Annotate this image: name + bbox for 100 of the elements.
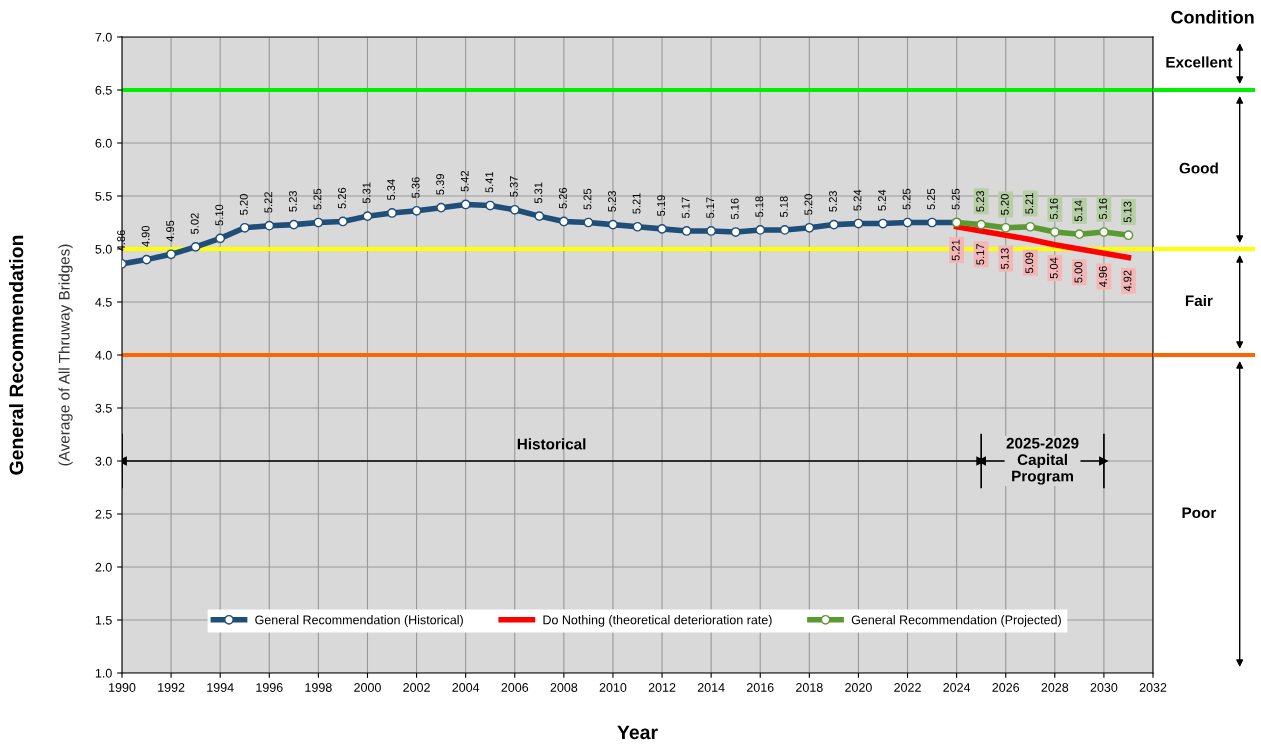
data-label: 5.18	[779, 196, 788, 217]
data-label: 5.25	[951, 188, 960, 210]
point	[1074, 229, 1085, 240]
point	[632, 221, 643, 232]
legend-label: Do Nothing (theoretical deterioration rate)	[543, 615, 772, 627]
data-label: 5.20	[239, 194, 248, 215]
text: Good	[1179, 162, 1218, 174]
data-label: 5.16	[1099, 198, 1107, 220]
x-tick-label: 2010	[599, 683, 627, 692]
data-label: 5.04	[1049, 257, 1058, 279]
x-tick-label: 2026	[992, 683, 1020, 692]
data-label: 5.19	[657, 195, 666, 216]
point	[976, 219, 987, 230]
x-tick-label: 2014	[697, 683, 725, 692]
x-tick-label: 1994	[207, 683, 234, 692]
point	[804, 222, 815, 233]
data-label: 5.26	[338, 187, 346, 209]
legend-label: General Recommendation (Projected)	[851, 615, 1061, 627]
data-label: 5.10	[215, 204, 224, 226]
x-tick-label: 2030	[1090, 683, 1118, 692]
x-tick-label: 2008	[550, 683, 578, 692]
data-label: 4.86	[117, 230, 125, 252]
data-label: 5.26	[558, 187, 567, 209]
data-label: 5.13	[1000, 248, 1009, 269]
x-tick-label: 2012	[648, 683, 676, 692]
data-label: 5.20	[804, 194, 813, 215]
annotation: 2025-2029 Capital Program	[1006, 437, 1079, 485]
data-label: 5.25	[927, 188, 936, 210]
point	[1025, 221, 1036, 232]
text: (Average of All Thruway Bridges)	[58, 244, 73, 466]
data-label: 5.16	[1049, 198, 1058, 220]
point	[1123, 230, 1134, 241]
x-tick-label: 2020	[845, 683, 872, 692]
data-label: 5.17	[681, 197, 690, 219]
y-tick-label: 6.5	[95, 85, 112, 95]
text: Condition	[1171, 10, 1254, 24]
y-tick-label: 6.0	[95, 138, 112, 148]
point	[779, 225, 790, 235]
data-label: 5.21	[1025, 193, 1034, 214]
point	[927, 217, 937, 228]
data-label: 5.16	[730, 198, 739, 220]
data-label: 5.25	[313, 188, 322, 210]
y-tick-label: 5.0	[95, 244, 112, 254]
data-label: 5.31	[362, 182, 371, 204]
data-label: 5.21	[951, 239, 960, 261]
data-label: 5.17	[706, 197, 715, 219]
data-label: 5.23	[288, 190, 297, 212]
data-label: 5.09	[1025, 252, 1034, 274]
x-tick-label: 2022	[894, 683, 921, 692]
data-label: 5.25	[583, 188, 592, 210]
data-label: 5.25	[902, 188, 911, 210]
data-label: 5.23	[829, 190, 837, 212]
data-label: 5.17	[976, 244, 985, 265]
point	[657, 223, 667, 234]
point	[706, 226, 717, 236]
data-label: 4.95	[166, 220, 175, 242]
data-label: 4.96	[1099, 266, 1107, 288]
y-axis-title: General Recommendation	[9, 235, 24, 475]
x-tick-label: 1998	[305, 683, 332, 692]
data-label: 5.14	[1074, 200, 1083, 222]
point	[853, 218, 864, 229]
data-label: 5.23	[976, 190, 985, 212]
point	[583, 217, 594, 228]
point	[362, 211, 373, 222]
data-label: 5.36	[411, 177, 420, 198]
point	[608, 219, 618, 230]
x-tick-label: 2004	[452, 683, 480, 692]
data-label: 5.18	[755, 196, 764, 217]
x-tick-label: 2024	[943, 683, 971, 692]
data-label: 4.92	[1123, 270, 1132, 292]
y-tick-label: 7.0	[95, 32, 112, 42]
data-label: 5.42	[460, 170, 469, 192]
data-label: 5.13	[1123, 201, 1132, 223]
x-axis-title: Year	[617, 725, 658, 740]
y-tick-label: 4.5	[95, 297, 112, 307]
x-tick-label: 1992	[158, 683, 185, 692]
data-label: 5.02	[190, 213, 199, 234]
data-label: 5.24	[853, 189, 862, 211]
point	[558, 216, 569, 227]
data-label: 4.90	[141, 225, 150, 247]
y-tick-label: 2.0	[95, 562, 112, 572]
y-tick-label: 2.5	[95, 509, 112, 519]
point	[509, 204, 520, 215]
data-label: 5.00	[1074, 261, 1083, 283]
point	[681, 226, 692, 236]
point	[1049, 227, 1060, 237]
data-label: 5.34	[387, 179, 396, 201]
annotation: Historical	[517, 438, 586, 450]
point	[1099, 227, 1109, 237]
y-tick-label: 1.0	[95, 668, 112, 678]
x-tick-label: 2006	[501, 683, 529, 692]
x-tick-label: 2002	[403, 683, 430, 692]
x-tick-label: 2000	[354, 683, 381, 692]
point	[215, 233, 226, 244]
point	[902, 217, 913, 228]
data-label: 5.21	[632, 193, 641, 214]
x-tick-label: 2032	[1139, 683, 1167, 692]
data-label: 5.24	[878, 189, 886, 211]
data-label: 5.20	[1000, 194, 1009, 215]
point	[239, 222, 250, 233]
